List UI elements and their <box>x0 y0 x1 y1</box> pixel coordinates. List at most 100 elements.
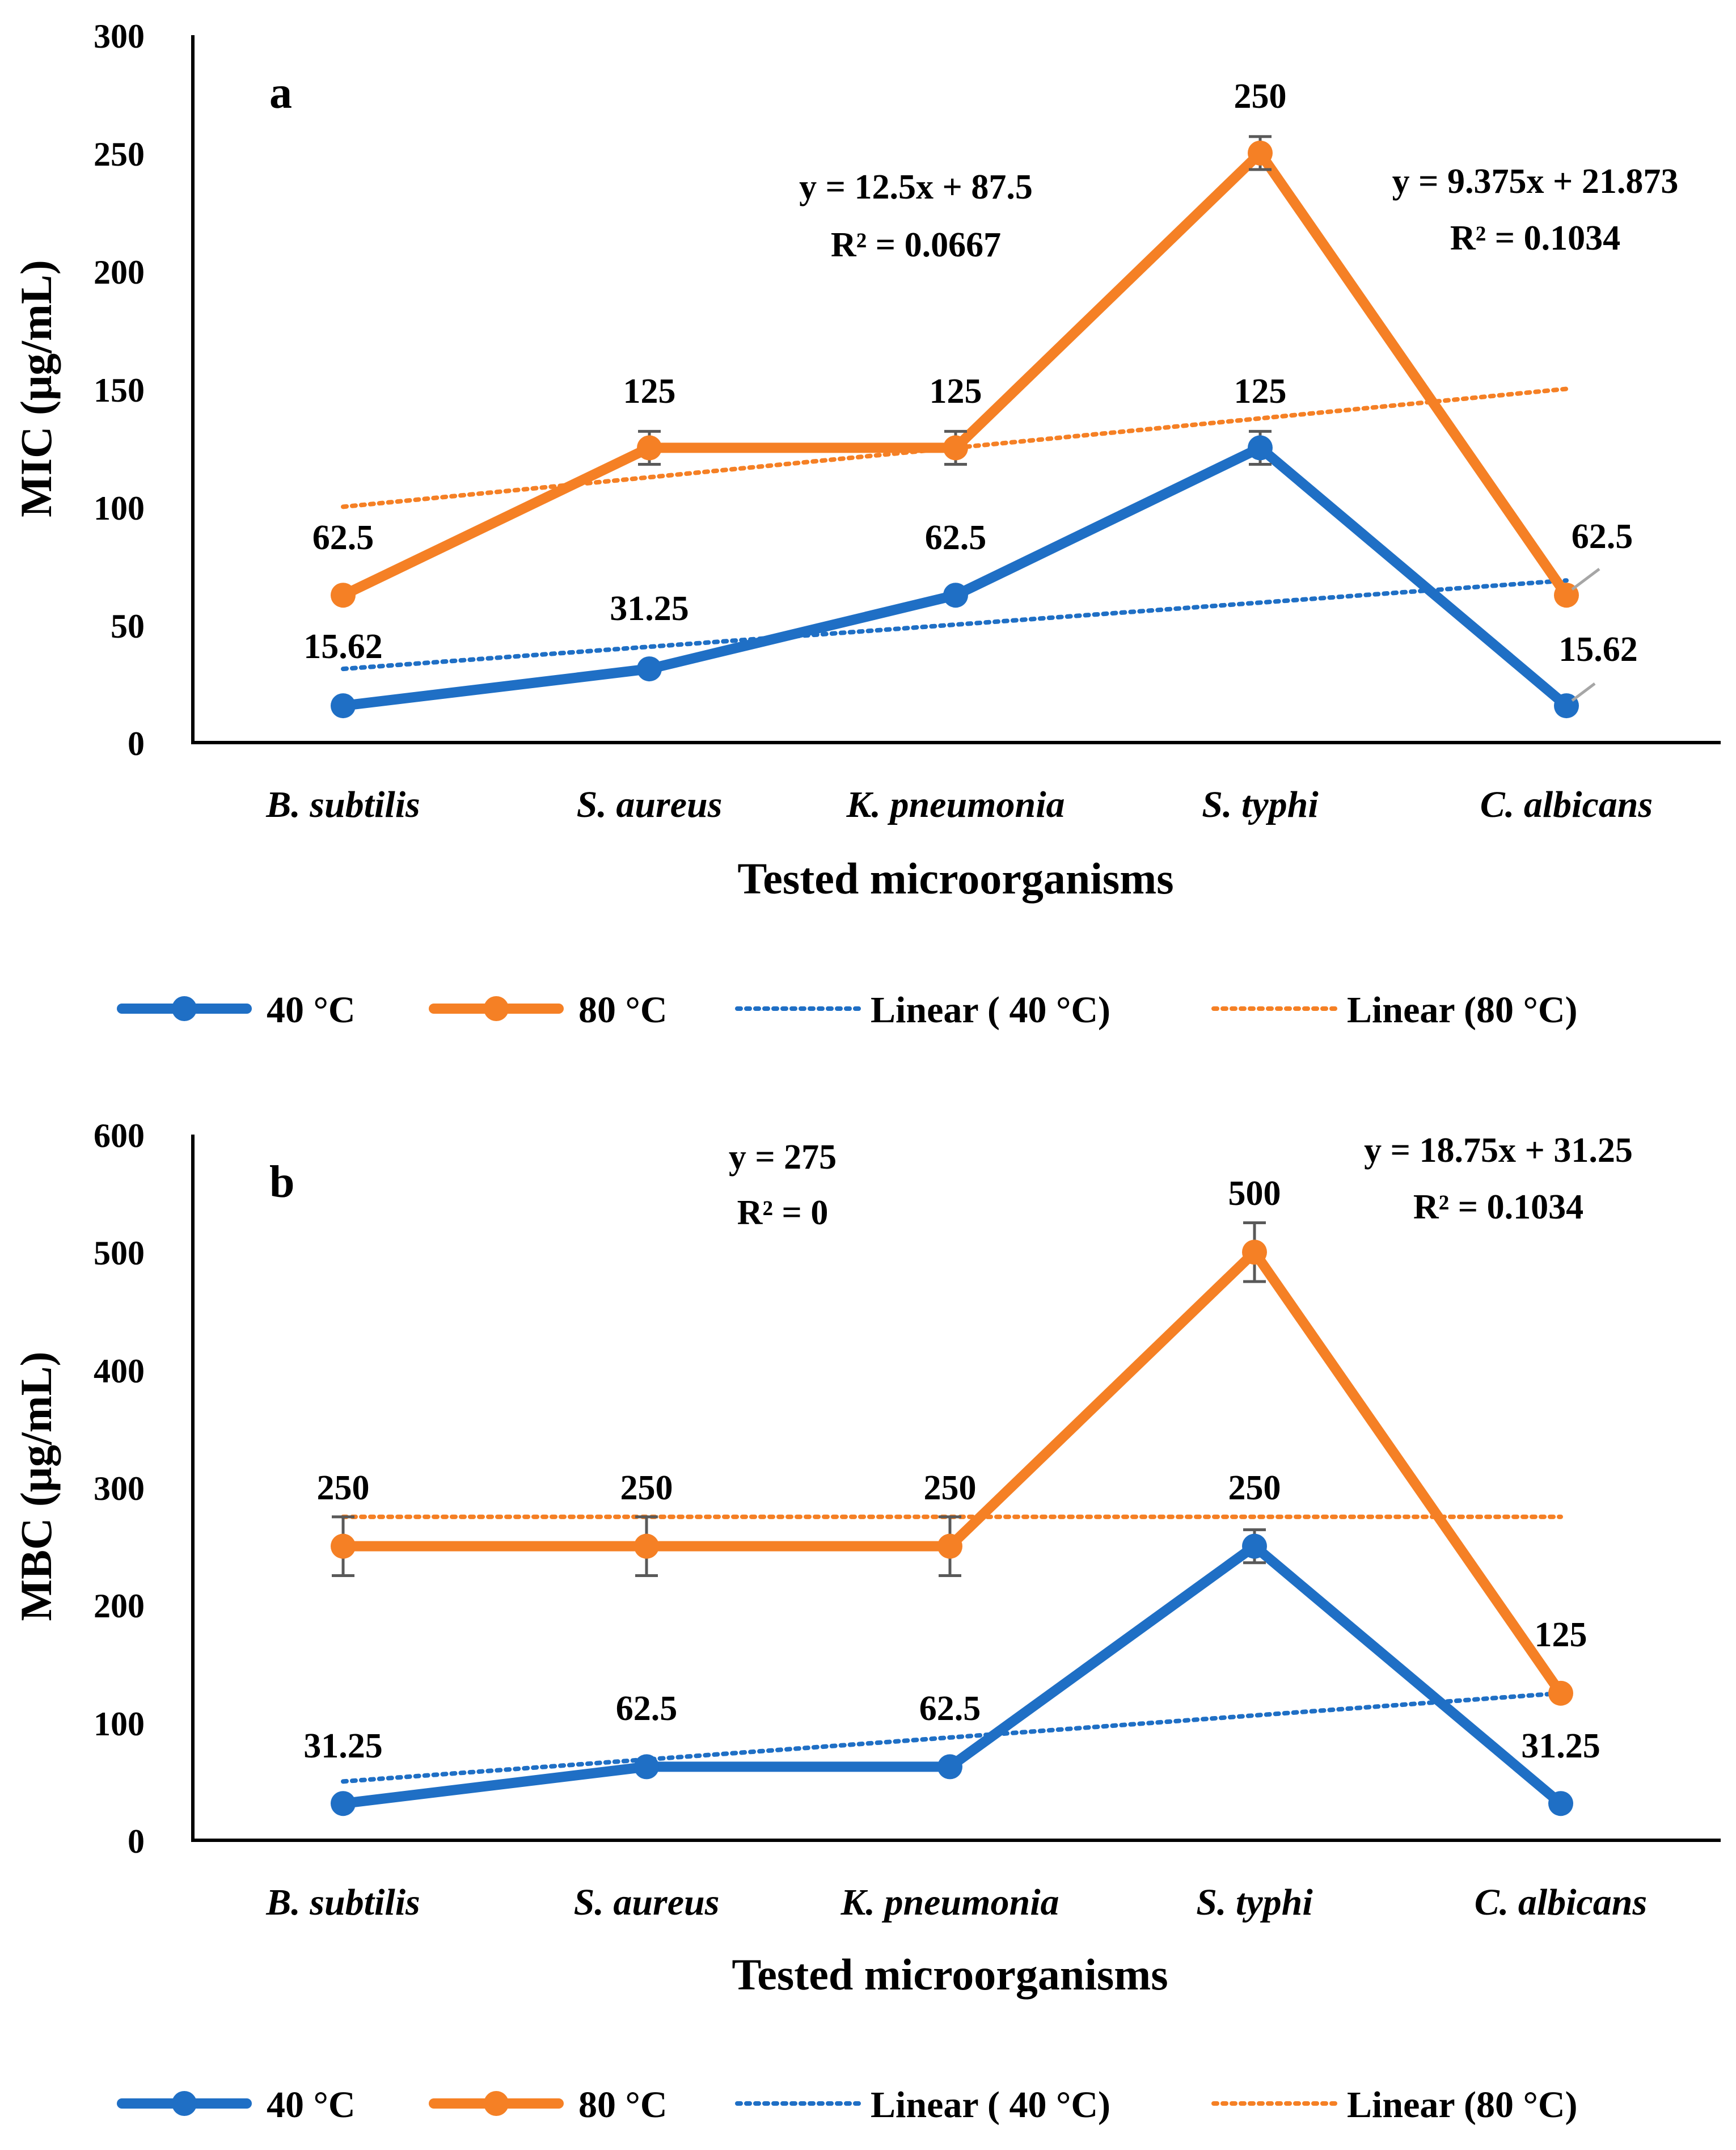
panel-letter-b: b <box>269 1157 295 1207</box>
data-label-80: 125 <box>930 372 982 411</box>
data-point-40-b-3 <box>1242 1533 1267 1559</box>
x-tick-label: S. aureus <box>577 784 723 825</box>
x-axis-title-b: Tested microorganisms <box>732 1950 1168 1999</box>
trend-r-squared: R² = 0.1034 <box>1413 1188 1583 1226</box>
x-tick-label: S. typhi <box>1202 784 1319 825</box>
legend-label-40: 40 °C <box>267 2084 356 2126</box>
y-tick-label: 600 <box>94 1117 145 1154</box>
trend-r-squared: R² = 0 <box>737 1194 829 1232</box>
legend-label-80: 80 °C <box>578 989 668 1031</box>
legend-label-linear-80: Linear (80 °C) <box>1347 2084 1577 2126</box>
x-tick-label: B. subtilis <box>265 784 420 825</box>
legend-item-40: 40 °C <box>117 989 356 1031</box>
trendline-80-a <box>341 386 1569 509</box>
x-tick-label: C. albicans <box>1475 1882 1647 1923</box>
data-label-80: 62.5 <box>1572 517 1633 556</box>
series-line-40-a <box>338 442 1572 711</box>
trend-equation: y = 9.375x + 21.873 <box>1392 162 1679 201</box>
trendline-40-a <box>341 578 1569 672</box>
legend-label-linear-40: Linear ( 40 °C) <box>871 2084 1110 2126</box>
data-label-80: 125 <box>1535 1616 1587 1654</box>
legend-label-40: 40 °C <box>267 989 356 1031</box>
data-label-40: 31.25 <box>1521 1727 1600 1765</box>
y-tick-label: 400 <box>94 1352 145 1390</box>
x-tick-label: B. subtilis <box>265 1882 420 1923</box>
data-point-80-a-1 <box>637 435 662 461</box>
data-label-40: 125 <box>1234 372 1287 411</box>
y-tick-label: 150 <box>94 372 145 409</box>
y-tick-label: 0 <box>128 1823 145 1860</box>
x-axis-title-a: Tested microorganisms <box>737 854 1173 903</box>
legend-item-linear-40: Linear ( 40 °C) <box>735 2084 1110 2126</box>
y-tick-label: 200 <box>94 254 145 291</box>
data-point-40-b-1 <box>634 1754 659 1780</box>
data-label-40: 31.25 <box>610 589 689 628</box>
data-point-40-a-2 <box>943 583 968 608</box>
legend-item-linear-80: Linear (80 °C) <box>1211 2084 1577 2126</box>
legend-item-80: 80 °C <box>429 989 668 1031</box>
data-label-40: 62.5 <box>925 518 987 557</box>
y-tick-label: 100 <box>94 1705 145 1743</box>
trendline-40-b <box>341 1691 1563 1784</box>
data-label-40: 250 <box>1228 1469 1281 1507</box>
data-point-40-b-2 <box>937 1754 962 1780</box>
legend-b: 40 °C 80 °C Linear ( 40 °C) Linear (80 °… <box>117 2084 1577 2126</box>
data-label-80: 250 <box>924 1469 977 1507</box>
y-axis-title-a: MIC (μg/mL) <box>11 260 61 517</box>
legend-item-linear-40: Linear ( 40 °C) <box>735 989 1110 1031</box>
y-tick-label: 200 <box>94 1587 145 1625</box>
y-tick-label: 100 <box>94 490 145 527</box>
data-point-40-b-0 <box>331 1791 356 1816</box>
data-label-80: 250 <box>317 1469 370 1507</box>
data-label-40: 15.62 <box>1558 630 1638 669</box>
data-label-40: 62.5 <box>616 1689 678 1728</box>
data-point-80-b-1 <box>634 1533 659 1559</box>
y-axis-title-b: MBC (μg/mL) <box>11 1351 61 1621</box>
trend-equation: y = 18.75x + 31.25 <box>1364 1131 1633 1170</box>
data-point-80-b-0 <box>331 1533 356 1559</box>
data-point-40-a-3 <box>1248 435 1273 461</box>
x-tick-label: K. pneumonia <box>846 784 1065 825</box>
x-tick-label: S. typhi <box>1196 1882 1313 1923</box>
data-label-80: 250 <box>620 1469 673 1507</box>
x-tick-label: K. pneumonia <box>840 1882 1059 1923</box>
legend-label-linear-80: Linear (80 °C) <box>1347 989 1577 1031</box>
trend-r-squared: R² = 0.1034 <box>1450 219 1620 258</box>
data-point-40-a-1 <box>637 656 662 682</box>
y-tick-label: 50 <box>111 608 145 645</box>
data-point-80-b-3 <box>1242 1240 1267 1265</box>
leader-line <box>1571 682 1596 702</box>
legend-a: 40 °C 80 °C Linear ( 40 °C) Linear (80 °… <box>117 989 1577 1031</box>
data-label-40: 31.25 <box>303 1727 383 1765</box>
data-label-80: 500 <box>1228 1174 1281 1213</box>
leader-line <box>1571 568 1600 591</box>
trend-equation: y = 275 <box>729 1138 837 1177</box>
legend-item-linear-80: Linear (80 °C) <box>1211 989 1577 1031</box>
panel-letter-a: a <box>269 68 292 118</box>
data-point-80-b-4 <box>1548 1680 1573 1706</box>
data-point-40-a-0 <box>331 693 356 719</box>
y-tick-label: 300 <box>94 18 145 55</box>
data-point-40-b-4 <box>1548 1791 1573 1816</box>
data-point-80-a-0 <box>331 583 356 608</box>
y-tick-label: 250 <box>94 136 145 173</box>
data-label-80: 62.5 <box>312 518 374 557</box>
legend-label-80: 80 °C <box>578 2084 668 2126</box>
data-label-40: 15.62 <box>303 627 383 666</box>
data-point-80-a-3 <box>1248 140 1273 166</box>
chart-panel-b: b 0 100 200 300 400 500 600 MBC (μg/mL) … <box>11 1117 1721 1999</box>
data-point-80-a-2 <box>943 435 968 461</box>
x-tick-label: C. albicans <box>1480 784 1653 825</box>
trend-r-squared: R² = 0.0667 <box>831 226 1001 264</box>
legend-label-linear-40: Linear ( 40 °C) <box>871 989 1110 1031</box>
trend-equation: y = 12.5x + 87.5 <box>799 168 1033 206</box>
y-tick-label: 500 <box>94 1234 145 1272</box>
data-point-80-b-2 <box>937 1533 962 1559</box>
legend-item-40: 40 °C <box>117 2084 356 2126</box>
chart-panel-a: a 0 50 100 150 200 250 300 MIC (μg/mL) B… <box>11 18 1721 903</box>
data-label-80: 250 <box>1234 77 1287 116</box>
data-label-40: 62.5 <box>919 1689 981 1728</box>
y-tick-label: 0 <box>128 725 145 762</box>
legend-item-80: 80 °C <box>429 2084 668 2126</box>
